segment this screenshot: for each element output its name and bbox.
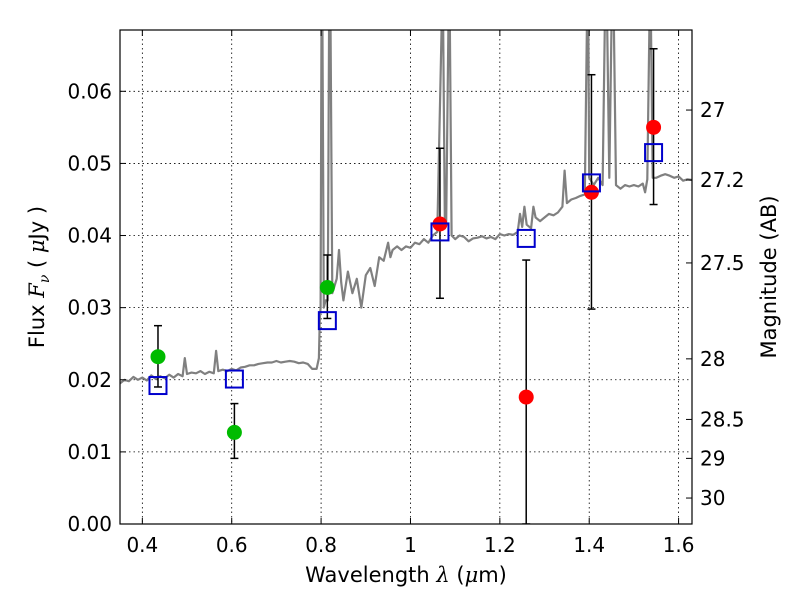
y2-tick-label: 27 (700, 98, 725, 122)
y-tick-label: 0.02 (67, 368, 112, 392)
model-photometry-square (581, 173, 601, 193)
y2-tick-label: 30 (700, 486, 725, 510)
marker-layer (148, 119, 664, 440)
x-tick-label: 0.8 (305, 533, 337, 557)
y-tick-label: 0.05 (67, 151, 112, 175)
plot-frame (119, 29, 693, 525)
y2-tick-label: 28.5 (700, 407, 745, 431)
observed-flux-point (319, 279, 335, 295)
y2-tick-label: 27.5 (700, 251, 745, 275)
y-tick-label: 0.00 (67, 512, 112, 536)
model-photometry-square (317, 311, 337, 331)
y2-tick-label: 27.2 (700, 168, 745, 192)
x-tick-label: 1.4 (573, 533, 605, 557)
x-tick-label: 1.2 (484, 533, 516, 557)
model-photometry-square (516, 228, 536, 248)
model-photometry-square (224, 369, 244, 389)
y2-tick-label: 28 (700, 347, 725, 371)
plot-area (120, 30, 692, 524)
model-photometry-square (644, 143, 664, 163)
y-tick-label: 0.01 (67, 440, 112, 464)
x-tick-label: 1.6 (663, 533, 695, 557)
observed-flux-point (518, 389, 534, 405)
observed-flux-point (226, 424, 242, 440)
x-tick-label: 0.6 (216, 533, 248, 557)
y-tick-label: 0.06 (67, 79, 112, 103)
ticks: 0.4 0.6 0.8 1 1.2 1.4 1.6 0.00 0.01 0.02 0.03 0.04 0… (67, 30, 745, 557)
x-axis-label: Wavelength λ (μm) (305, 563, 507, 587)
x-tick-label: 0.4 (126, 533, 158, 557)
observed-flux-point (150, 349, 166, 365)
y-tick-label: 0.04 (67, 224, 112, 248)
y2-tick-label: 29 (700, 446, 725, 470)
model-photometry-square (148, 376, 168, 396)
observed-flux-point (646, 119, 662, 135)
y-tick-label: 0.03 (67, 296, 112, 320)
x-tick-label: 1 (404, 533, 417, 557)
model-photometry-square (430, 222, 450, 242)
y-axis-label: Flux Fν ( μJy ) (25, 206, 53, 348)
y2-axis-label: Magnitude (AB) (757, 195, 781, 358)
